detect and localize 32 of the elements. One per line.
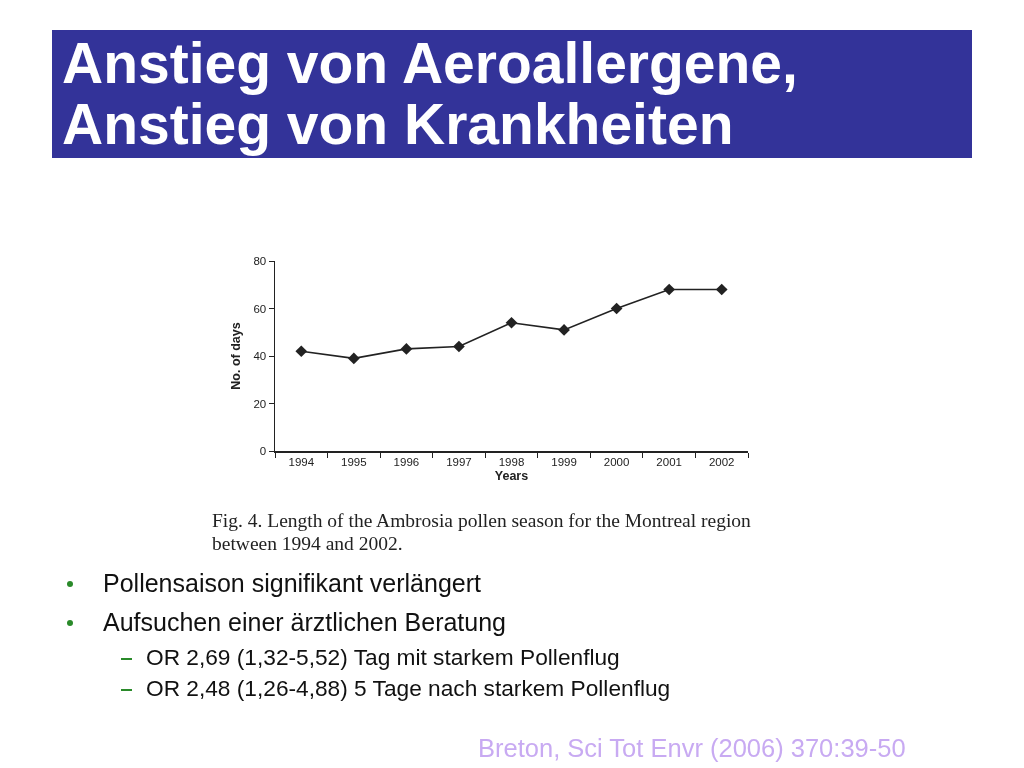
point [505, 316, 518, 329]
point [295, 345, 308, 358]
point [715, 283, 728, 296]
text: Aufsuchen einer ärztlichen Beratung [103, 606, 507, 638]
x-tick-label: 2001 [656, 456, 682, 469]
text: OR 2,69 (1,32-5,52) Tag mit starkem Pollenflug [146, 642, 620, 672]
chart-title: Anstieg von Aeroallergene, Anstieg von Krankheiten [62, 31, 799, 156]
y-tick-label: 80 [253, 255, 267, 268]
point [453, 340, 465, 353]
y-tick-label: 40 [253, 350, 267, 363]
x-tick-label: 1997 [446, 456, 472, 469]
x-tick-label: 2000 [603, 456, 630, 469]
text: Breton, Sci Tot Envr (2006) 370:39-50 [478, 733, 906, 763]
x-tick-label: 2002 [708, 456, 735, 469]
x-tick-label: 1998 [498, 456, 525, 469]
y-tick-label: 60 [253, 302, 267, 315]
caption: Fig. 4. Length of the Ambrosia pollen season for the Montreal region between 1994 and 2002. [212, 509, 752, 555]
x-tick-label: 1996 [393, 456, 420, 469]
x-axis-title: Years [494, 469, 529, 484]
text: OR 2,48 (1,26-4,88) 5 Tage nach starkem Pollenflug [146, 673, 671, 703]
point [558, 324, 570, 336]
y-tick-label: 0 [259, 445, 267, 458]
point [400, 343, 413, 355]
point [610, 302, 623, 315]
x-tick-label: 1995 [341, 456, 367, 469]
point [347, 352, 360, 365]
x-tick-label: 1999 [551, 456, 577, 469]
x-tick-label: 1994 [288, 456, 315, 469]
y-tick-label: 20 [253, 397, 267, 410]
y-axis-title: No. of days [228, 322, 243, 390]
text: Pollensaison signifikant verlängert [103, 567, 481, 599]
point [663, 283, 676, 296]
